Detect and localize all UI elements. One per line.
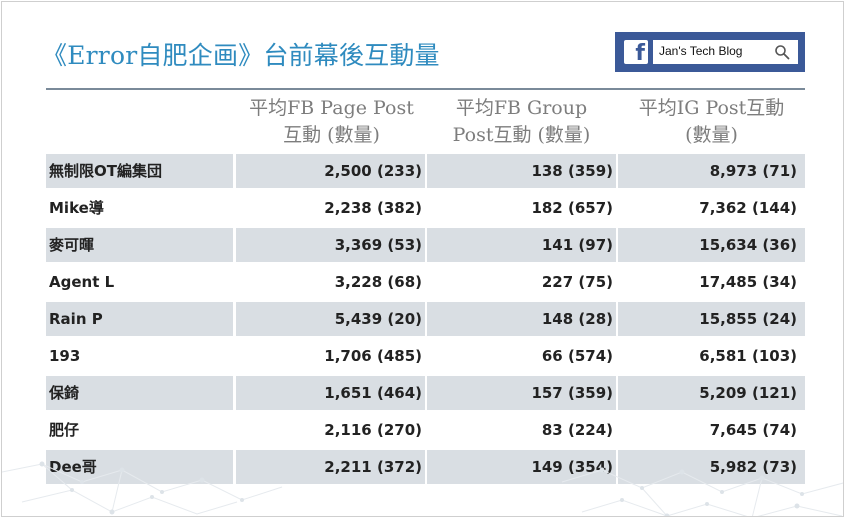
fb-page-value: 2,211 (372) (236, 450, 425, 484)
search-icon (775, 45, 790, 60)
ig-value: 15,634 (36) (618, 228, 805, 262)
header-fb-page: 平均FB Page Post 互動 (數量) (237, 95, 426, 153)
fb-group-value: 227 (75) (541, 273, 613, 291)
row-name: 保錡 (46, 376, 233, 410)
ig-value: 8,973 (71) (618, 154, 805, 188)
row-name: 麥可暉 (46, 228, 233, 262)
blog-name: Jan's Tech Blog (659, 44, 743, 58)
brand-banner[interactable]: f Jan's Tech Blog (615, 32, 805, 72)
fb-group-value: 149 (354) (427, 450, 616, 484)
fb-group-value: 141 (97) (427, 228, 616, 262)
row-name: Rain P (46, 302, 233, 336)
ig-value: 17,485 (34) (699, 273, 797, 291)
fb-group-value: 138 (359) (427, 154, 616, 188)
fb-page-value: 1,651 (464) (236, 376, 425, 410)
fb-page-value: 3,228 (68) (334, 273, 422, 291)
table-row: 193 1,706 (485) 66 (574) 6,581 (103) (46, 339, 805, 376)
header-fb-page-line1: 平均FB Page Post (249, 97, 414, 119)
ig-value: 15,855 (24) (618, 302, 805, 336)
fb-page-value: 2,500 (233) (236, 154, 425, 188)
row-name: 肥仔 (49, 421, 80, 439)
fb-group-value: 157 (359) (427, 376, 616, 410)
facebook-icon: f (624, 40, 648, 64)
table-row: Mike導 2,238 (382) 182 (657) 7,362 (144) (46, 191, 805, 228)
fb-page-value: 2,238 (382) (324, 199, 422, 217)
header-rule (46, 88, 805, 90)
ig-value: 5,209 (121) (618, 376, 805, 410)
fb-group-value: 182 (657) (531, 199, 613, 217)
row-name: Agent L (49, 273, 115, 291)
header-ig: 平均IG Post互動 (數量) (618, 95, 805, 153)
engagement-table: 無制限OT編集団 2,500 (233) 138 (359) 8,973 (71… (46, 154, 805, 487)
ig-value: 6,581 (103) (699, 347, 797, 365)
table-row: 無制限OT編集団 2,500 (233) 138 (359) 8,973 (71… (46, 154, 805, 191)
network-background-decoration (2, 461, 843, 516)
table-row: Rain P 5,439 (20) 148 (28) 15,855 (24) (46, 302, 805, 339)
fb-group-value: 148 (28) (427, 302, 616, 336)
ig-value: 5,982 (73) (618, 450, 805, 484)
table-row: 保錡 1,651 (464) 157 (359) 5,209 (121) (46, 376, 805, 413)
fb-page-value: 5,439 (20) (236, 302, 425, 336)
fb-page-value: 2,116 (270) (324, 421, 422, 439)
ig-value: 7,362 (144) (699, 199, 797, 217)
row-name: 無制限OT編集団 (46, 154, 233, 188)
ig-value: 7,645 (74) (709, 421, 797, 439)
table-row: 肥仔 2,116 (270) 83 (224) 7,645 (74) (46, 413, 805, 450)
header-fb-group-line1: 平均FB Group (455, 97, 588, 119)
row-name: 193 (49, 347, 81, 365)
fb-page-value: 3,369 (53) (236, 228, 425, 262)
blog-search-box[interactable]: Jan's Tech Blog (653, 40, 798, 64)
fb-page-value: 1,706 (485) (324, 347, 422, 365)
header-fb-page-line2: 互動 (數量) (283, 124, 380, 146)
header-ig-line2: (數量) (685, 124, 738, 146)
header-ig-line1: 平均IG Post互動 (638, 97, 785, 119)
table-row: Dee哥 2,211 (372) 149 (354) 5,982 (73) (46, 450, 805, 487)
row-name: Mike導 (49, 199, 104, 217)
fb-group-value: 83 (224) (541, 421, 613, 439)
fb-group-value: 66 (574) (541, 347, 613, 365)
page-title: 《Error自肥企画》台前幕後互動量 (42, 41, 440, 70)
header-fb-group: 平均FB Group Post互動 (數量) (427, 95, 616, 153)
table-row: Agent L 3,228 (68) 227 (75) 17,485 (34) (46, 265, 805, 302)
header-fb-group-line2: Post互動 (數量) (452, 124, 591, 146)
table-row: 麥可暉 3,369 (53) 141 (97) 15,634 (36) (46, 228, 805, 265)
